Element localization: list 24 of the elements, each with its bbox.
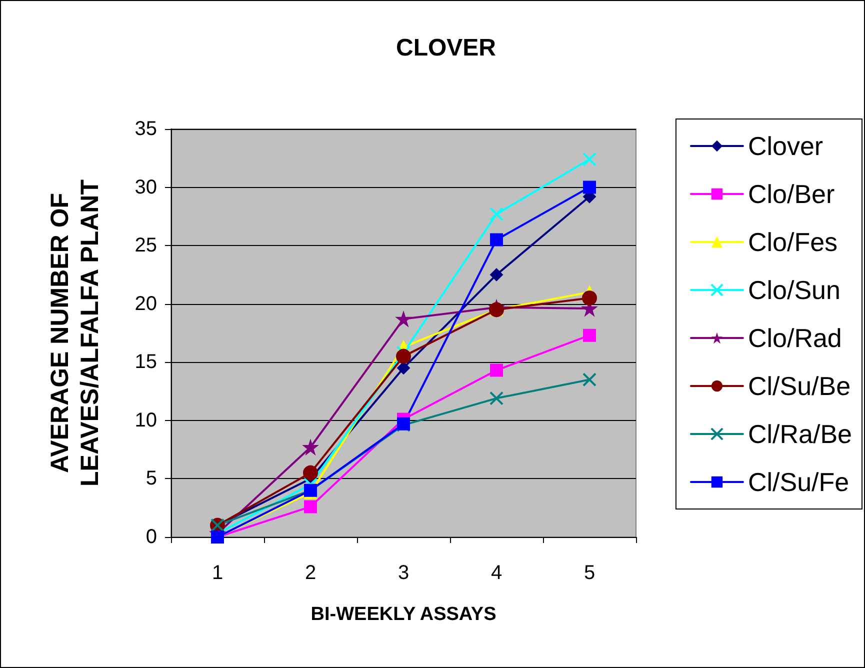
x-tick-label: 2 <box>304 562 316 584</box>
y-tick-label: 10 <box>134 409 157 432</box>
legend-label: Clo/Rad <box>748 323 842 353</box>
x-tick-label: 1 <box>212 562 224 584</box>
x-tick-label: 5 <box>584 562 596 584</box>
y-tick-label: 30 <box>134 176 157 198</box>
y-tick-label: 15 <box>134 351 157 374</box>
chart-title: CLOVER <box>396 34 496 62</box>
y-tick-label: 25 <box>134 234 157 257</box>
legend-label: Clo/Ber <box>748 179 835 209</box>
x-tick-label: 3 <box>398 562 410 584</box>
legend-label: Clo/Sun <box>748 275 840 305</box>
legend-label: Cl/Su/Fe <box>748 467 850 497</box>
legend-label: Cl/Ra/Be <box>748 419 852 449</box>
y-tick-label: 35 <box>134 118 157 140</box>
legend-label: Cl/Su/Be <box>748 371 851 401</box>
y-axis-title: AVERAGE NUMBER OF LEAVES/ALFALFA PLANT <box>46 180 104 486</box>
y-tick-label: 5 <box>146 468 157 490</box>
legend-label: Clo/Fes <box>748 227 838 257</box>
x-tick-label: 4 <box>490 562 502 584</box>
y-tick-label: 0 <box>146 526 157 548</box>
x-axis-title: BI-WEEKLY ASSAYS <box>310 604 496 625</box>
y-tick-label: 20 <box>134 292 157 315</box>
legend-label: Clover <box>748 131 824 161</box>
